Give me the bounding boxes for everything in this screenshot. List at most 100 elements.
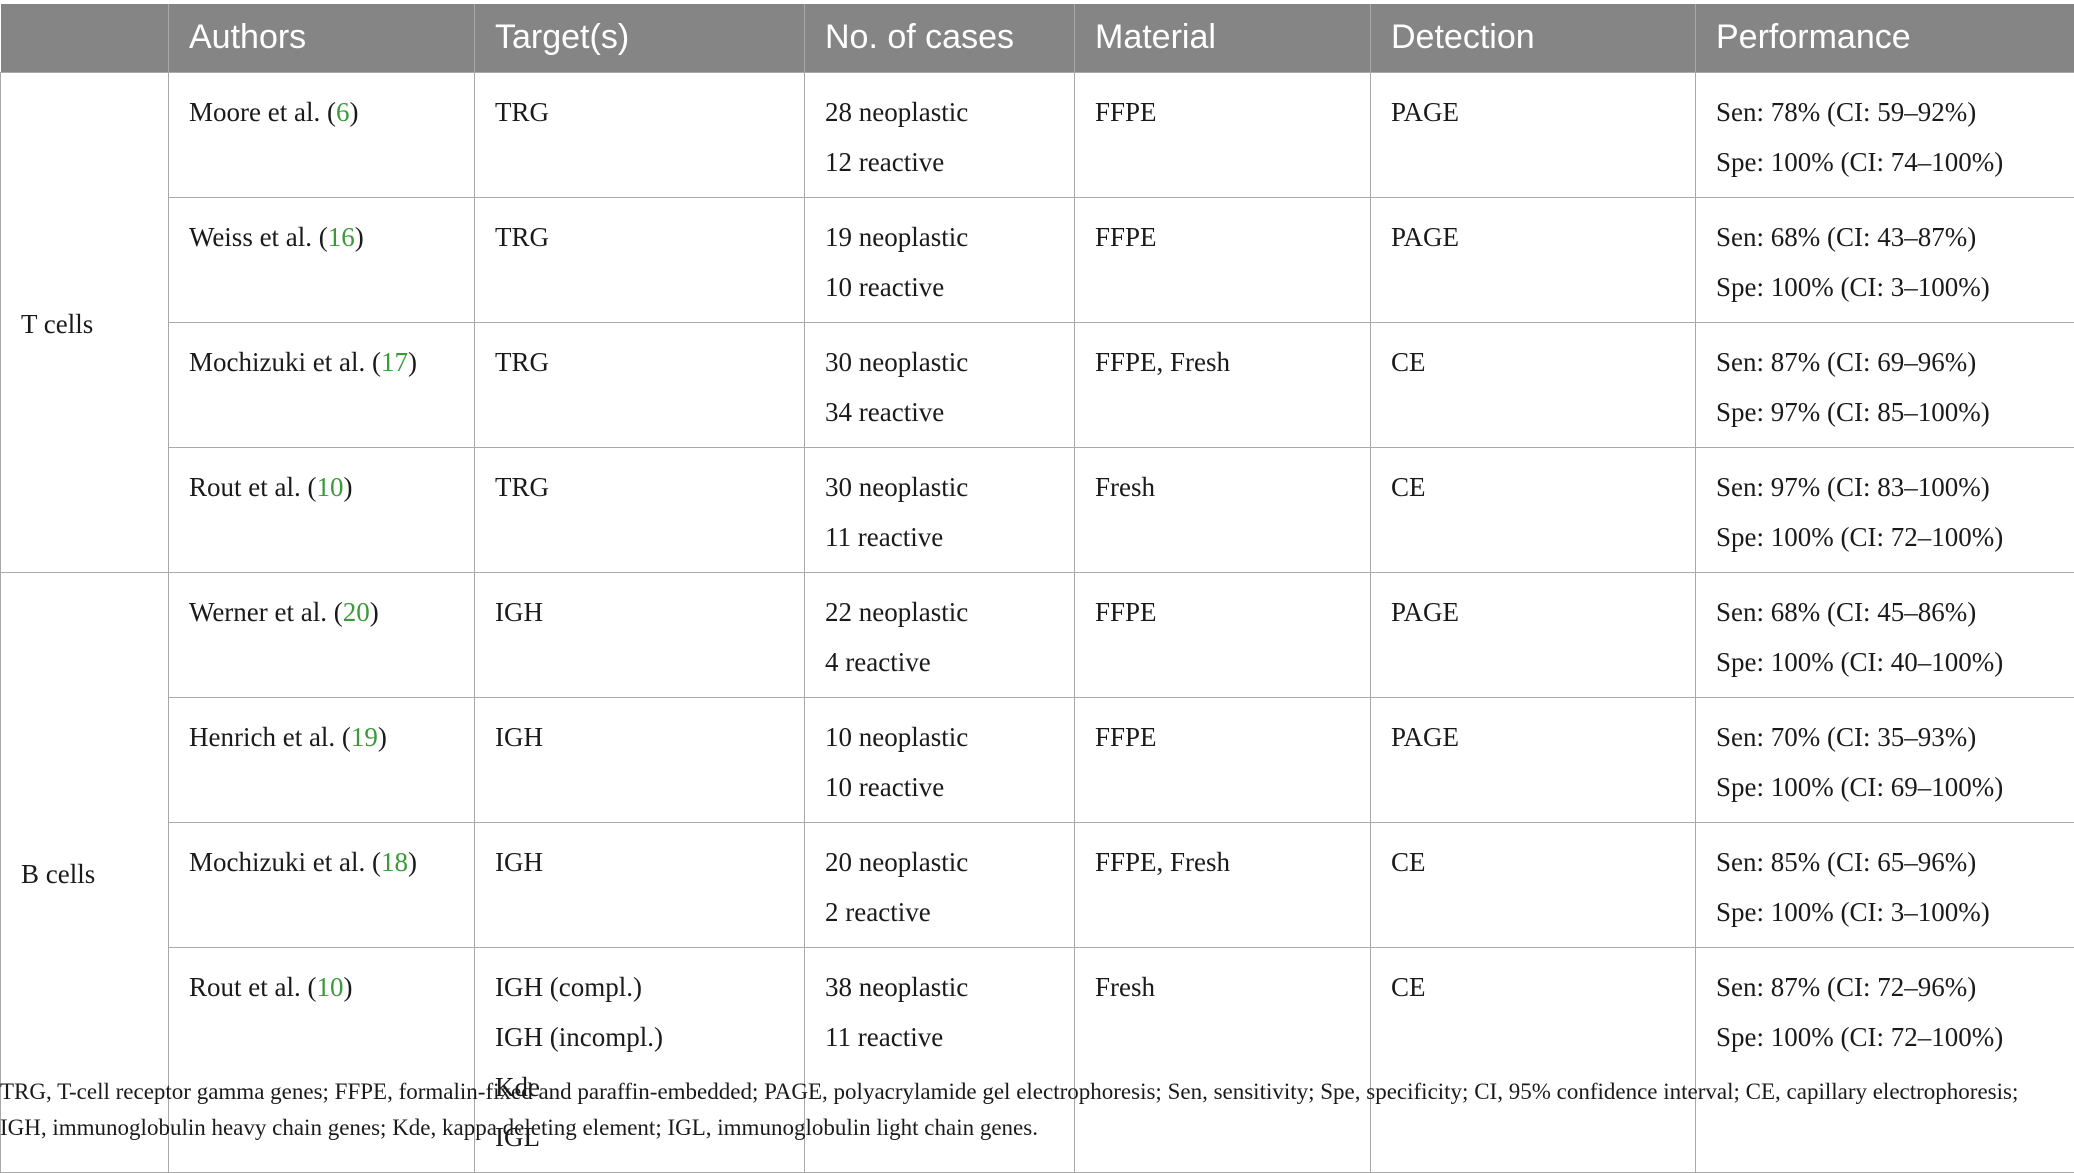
case-count: 28 neoplastic <box>825 87 1054 137</box>
author-paren: ) <box>355 222 364 252</box>
material-cell: Fresh <box>1075 447 1371 572</box>
case-count: 22 neoplastic <box>825 587 1054 637</box>
header-cell-targets: Target(s) <box>475 4 805 72</box>
author-line: Rout et al. (10) <box>189 462 454 512</box>
author-name: Rout et al. ( <box>189 972 316 1002</box>
detection-value: CE <box>1391 962 1675 1012</box>
table-header: Authors Target(s) No. of cases Material … <box>1 4 2074 72</box>
target-item: IGH <box>495 837 784 887</box>
detection-cell: PAGE <box>1371 72 1696 197</box>
reference-link[interactable]: 19 <box>351 722 378 752</box>
author-paren: ) <box>408 847 417 877</box>
target-item: IGH (incompl.) <box>495 1012 784 1062</box>
header-row: Authors Target(s) No. of cases Material … <box>1 4 2074 72</box>
material-cell: FFPE, Fresh <box>1075 322 1371 447</box>
performance-value: Sen: 68% (CI: 43–87%) <box>1716 212 2054 262</box>
author-cell: Mochizuki et al. (18) <box>169 822 475 947</box>
target-item: IGH <box>495 712 784 762</box>
author-name: Mochizuki et al. ( <box>189 347 381 377</box>
author-line: Rout et al. (10) <box>189 962 454 1012</box>
case-count: 11 reactive <box>825 512 1054 562</box>
target-item: TRG <box>495 462 784 512</box>
performance-value: Sen: 70% (CI: 35–93%) <box>1716 712 2054 762</box>
performance-value: Spe: 100% (CI: 72–100%) <box>1716 1012 2054 1062</box>
performance-value: Sen: 68% (CI: 45–86%) <box>1716 587 2054 637</box>
author-name: Henrich et al. ( <box>189 722 351 752</box>
material-cell: FFPE <box>1075 72 1371 197</box>
material-value: FFPE <box>1095 212 1350 262</box>
performance-value: Spe: 100% (CI: 3–100%) <box>1716 262 2054 312</box>
author-line: Weiss et al. (16) <box>189 212 454 262</box>
detection-cell: CE <box>1371 822 1696 947</box>
table-footnote: TRG, T-cell receptor gamma genes; FFPE, … <box>0 1074 2060 1146</box>
material-value: Fresh <box>1095 962 1350 1012</box>
material-value: FFPE, Fresh <box>1095 837 1350 887</box>
author-paren: ) <box>408 347 417 377</box>
header-cell-cases: No. of cases <box>805 4 1075 72</box>
case-count: 20 neoplastic <box>825 837 1054 887</box>
targets-cell: TRG <box>475 72 805 197</box>
case-count: 2 reactive <box>825 887 1054 937</box>
targets-cell: TRG <box>475 447 805 572</box>
material-cell: FFPE <box>1075 572 1371 697</box>
reference-link[interactable]: 10 <box>316 972 343 1002</box>
performance-value: Sen: 87% (CI: 69–96%) <box>1716 337 2054 387</box>
material-cell: FFPE, Fresh <box>1075 822 1371 947</box>
header-cell-authors: Authors <box>169 4 475 72</box>
header-cell-material: Material <box>1075 4 1371 72</box>
author-name: Weiss et al. ( <box>189 222 328 252</box>
reference-link[interactable]: 10 <box>316 472 343 502</box>
group-label: T cells <box>21 309 93 339</box>
performance-cell: Sen: 68% (CI: 45–86%)Spe: 100% (CI: 40–1… <box>1696 572 2074 697</box>
performance-value: Spe: 100% (CI: 3–100%) <box>1716 887 2054 937</box>
performance-value: Spe: 97% (CI: 85–100%) <box>1716 387 2054 437</box>
performance-value: Spe: 100% (CI: 72–100%) <box>1716 512 2054 562</box>
targets-cell: TRG <box>475 197 805 322</box>
target-item: TRG <box>495 87 784 137</box>
author-line: Mochizuki et al. (18) <box>189 837 454 887</box>
reference-link[interactable]: 17 <box>381 347 408 377</box>
author-line: Henrich et al. (19) <box>189 712 454 762</box>
performance-value: Sen: 97% (CI: 83–100%) <box>1716 462 2054 512</box>
case-count: 11 reactive <box>825 1012 1054 1062</box>
material-cell: FFPE <box>1075 697 1371 822</box>
author-cell: Moore et al. (6) <box>169 72 475 197</box>
performance-cell: Sen: 87% (CI: 69–96%)Spe: 97% (CI: 85–10… <box>1696 322 2074 447</box>
material-value: FFPE <box>1095 587 1350 637</box>
target-item: TRG <box>495 337 784 387</box>
author-paren: ) <box>349 97 358 127</box>
detection-value: PAGE <box>1391 587 1675 637</box>
material-value: FFPE, Fresh <box>1095 337 1350 387</box>
detection-value: PAGE <box>1391 212 1675 262</box>
targets-cell: IGH <box>475 572 805 697</box>
author-cell: Weiss et al. (16) <box>169 197 475 322</box>
author-cell: Henrich et al. (19) <box>169 697 475 822</box>
reference-link[interactable]: 6 <box>336 97 350 127</box>
target-item: TRG <box>495 212 784 262</box>
case-count: 38 neoplastic <box>825 962 1054 1012</box>
detection-value: PAGE <box>1391 87 1675 137</box>
performance-value: Spe: 100% (CI: 40–100%) <box>1716 637 2054 687</box>
author-paren: ) <box>343 972 352 1002</box>
case-count: 4 reactive <box>825 637 1054 687</box>
performance-cell: Sen: 97% (CI: 83–100%)Spe: 100% (CI: 72–… <box>1696 447 2074 572</box>
case-count: 10 neoplastic <box>825 712 1054 762</box>
case-count: 10 reactive <box>825 762 1054 812</box>
reference-link[interactable]: 20 <box>343 597 370 627</box>
author-cell: Werner et al. (20) <box>169 572 475 697</box>
target-item: IGH (compl.) <box>495 962 784 1012</box>
author-paren: ) <box>378 722 387 752</box>
reference-link[interactable]: 18 <box>381 847 408 877</box>
reference-link[interactable]: 16 <box>328 222 355 252</box>
material-value: Fresh <box>1095 462 1350 512</box>
material-value: FFPE <box>1095 87 1350 137</box>
detection-value: CE <box>1391 337 1675 387</box>
